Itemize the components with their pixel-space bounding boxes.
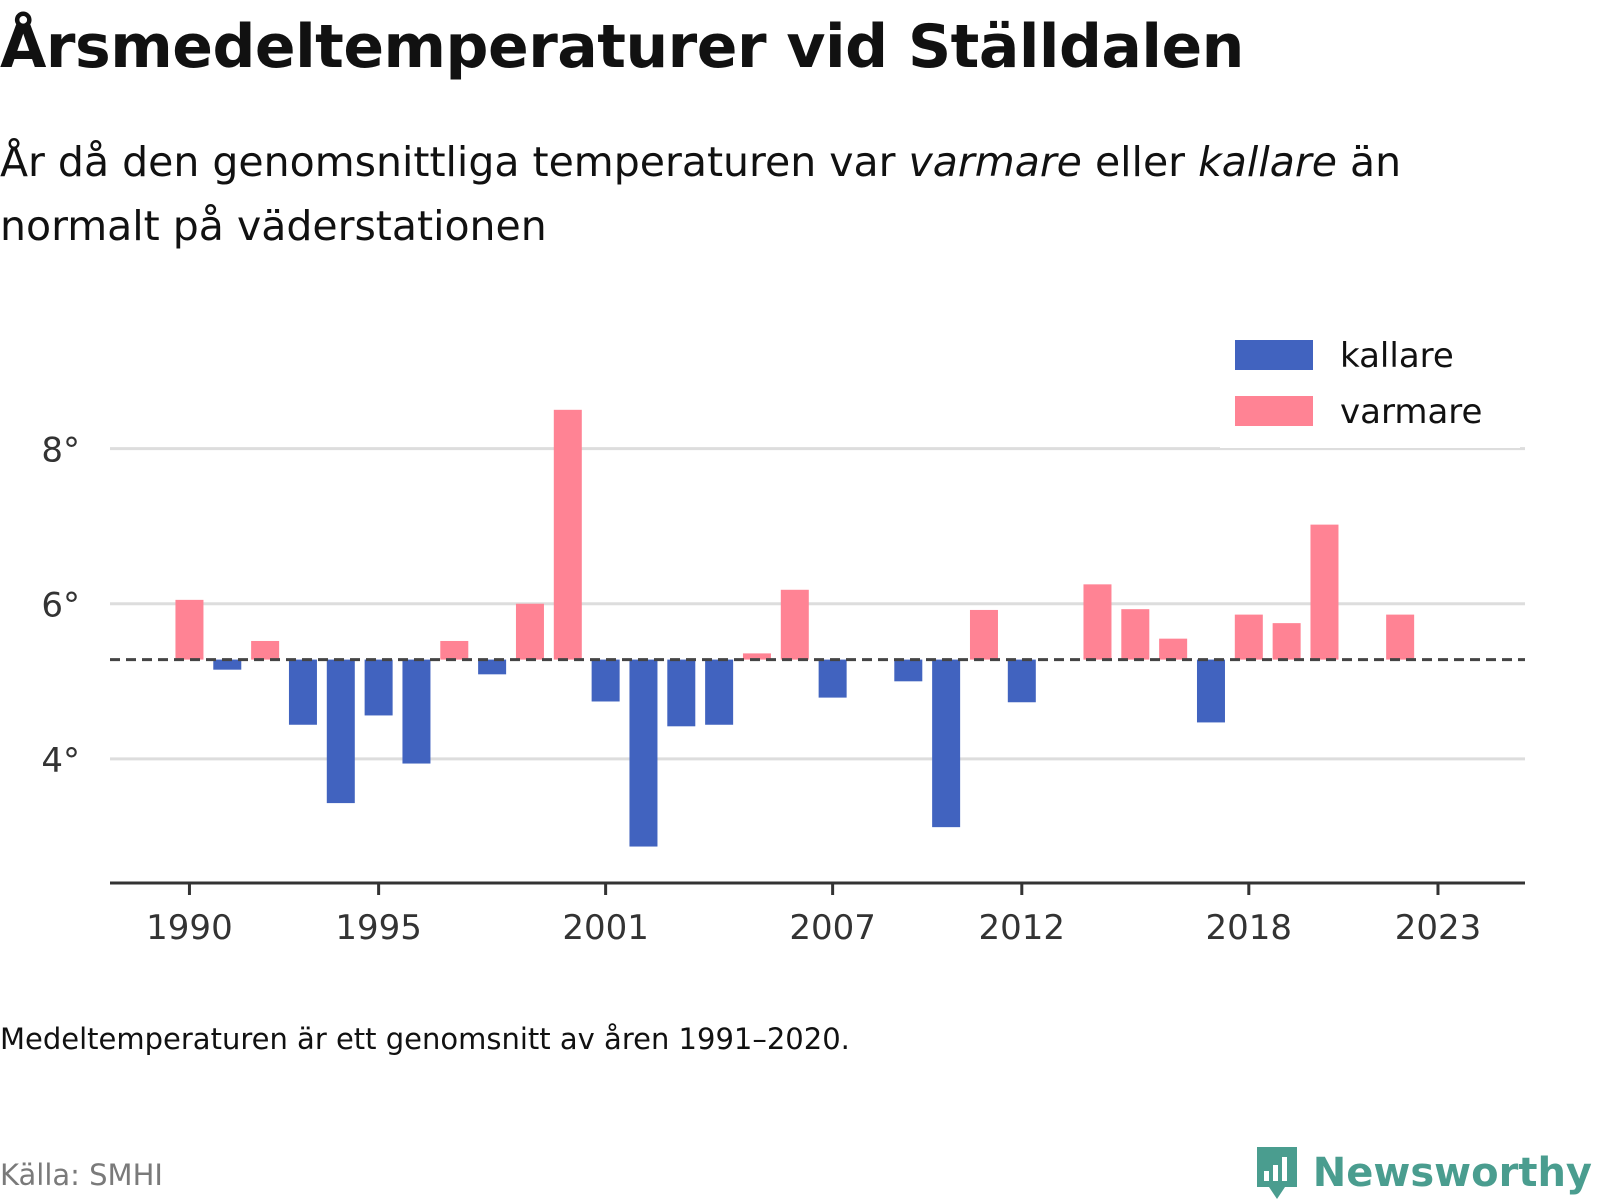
bar-2007 <box>818 659 847 698</box>
legend-swatch-varmare <box>1235 396 1313 426</box>
legend-label-kallare: kallare <box>1340 336 1454 376</box>
bar-2019 <box>1272 623 1301 660</box>
newsworthy-logo-icon <box>1256 1147 1297 1199</box>
bar-1996 <box>402 659 431 764</box>
bar-2003 <box>667 659 696 727</box>
y-tick-label: 8° <box>41 431 80 471</box>
bar-1997 <box>440 640 469 660</box>
bar-1994 <box>326 659 355 804</box>
bar-1993 <box>288 659 317 725</box>
bar-2006 <box>780 589 809 660</box>
x-tick-label: 2012 <box>979 908 1066 948</box>
newsworthy-logo: Newsworthy <box>1253 1143 1592 1203</box>
x-tick-label: 1995 <box>335 908 422 948</box>
x-tick-label: 2007 <box>789 908 876 948</box>
bar-2001 <box>591 659 620 702</box>
bar-2004 <box>705 659 734 725</box>
x-tick-label: 2001 <box>562 908 649 948</box>
bar-2017 <box>1196 659 1225 723</box>
y-tick-label: 6° <box>41 586 80 626</box>
chart-title: Årsmedeltemperaturer vid Ställdalen <box>0 12 1244 82</box>
bar-2005 <box>742 653 771 660</box>
bar-1990 <box>175 599 204 660</box>
chart-subtitle: År då den genomsnittliga temperaturen va… <box>0 130 1560 258</box>
bar-2022 <box>1386 614 1415 660</box>
subtitle-text-3: än normalt på väderstationen <box>0 138 1402 250</box>
bar-2020 <box>1310 524 1339 660</box>
bar-chart: 4° 6° 8° 1990 1995 2001 2007 2012 2018 2023 kallar… <box>41 328 1525 948</box>
subtitle-cold-word: kallare <box>1198 138 1337 186</box>
x-tick-label: 2023 <box>1395 908 1482 948</box>
bar-1999 <box>515 603 544 660</box>
bar-2002 <box>629 659 658 847</box>
legend-swatch-kallare <box>1235 340 1313 370</box>
bar-2014 <box>1083 584 1112 660</box>
bar-1991 <box>213 659 242 670</box>
bar-2000 <box>553 409 582 660</box>
subtitle-warm-word: varmare <box>908 138 1082 186</box>
x-tick-label: 1990 <box>146 908 233 948</box>
bar-2016 <box>1159 638 1188 660</box>
bar-2018 <box>1234 614 1263 660</box>
legend-label-varmare: varmare <box>1340 392 1482 432</box>
newsworthy-logo-text: Newsworthy <box>1312 1150 1592 1196</box>
x-tick-label: 2018 <box>1206 908 1293 948</box>
bar-2012 <box>1007 659 1036 703</box>
subtitle-text-2: eller <box>1081 138 1199 186</box>
footnote: Medeltemperaturen är ett genomsnitt av å… <box>0 1022 850 1056</box>
bar-2015 <box>1121 609 1150 660</box>
bar-2010 <box>932 659 961 828</box>
bar-1992 <box>251 640 280 660</box>
bar-1998 <box>478 659 507 675</box>
source-credit: Källa: SMHI <box>0 1158 163 1192</box>
bar-1995 <box>364 659 393 716</box>
bar-2011 <box>969 609 998 660</box>
y-tick-label: 4° <box>41 741 80 781</box>
subtitle-text-1: År då den genomsnittliga temperaturen va… <box>0 138 909 186</box>
bar-2009 <box>894 659 923 682</box>
